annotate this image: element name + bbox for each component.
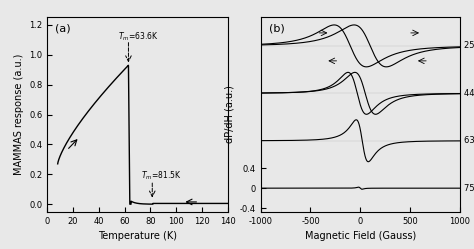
Y-axis label: dP/dH (a.u.): dP/dH (a.u.) xyxy=(224,86,234,143)
Y-axis label: MAMMAS response (a.u.): MAMMAS response (a.u.) xyxy=(14,54,24,175)
Text: (b): (b) xyxy=(269,23,284,33)
X-axis label: Magnetic Field (Gauss): Magnetic Field (Gauss) xyxy=(305,231,416,241)
X-axis label: Temperature (K): Temperature (K) xyxy=(98,231,177,241)
Text: 75 K: 75 K xyxy=(464,184,474,193)
Text: 25 K: 25 K xyxy=(464,41,474,50)
Text: 44 K: 44 K xyxy=(464,89,474,98)
Text: (a): (a) xyxy=(55,23,70,33)
Text: $T_m$=63.6K: $T_m$=63.6K xyxy=(118,31,159,43)
Text: 63 K: 63 K xyxy=(464,136,474,145)
Text: $T_m$=81.5K: $T_m$=81.5K xyxy=(141,170,182,182)
